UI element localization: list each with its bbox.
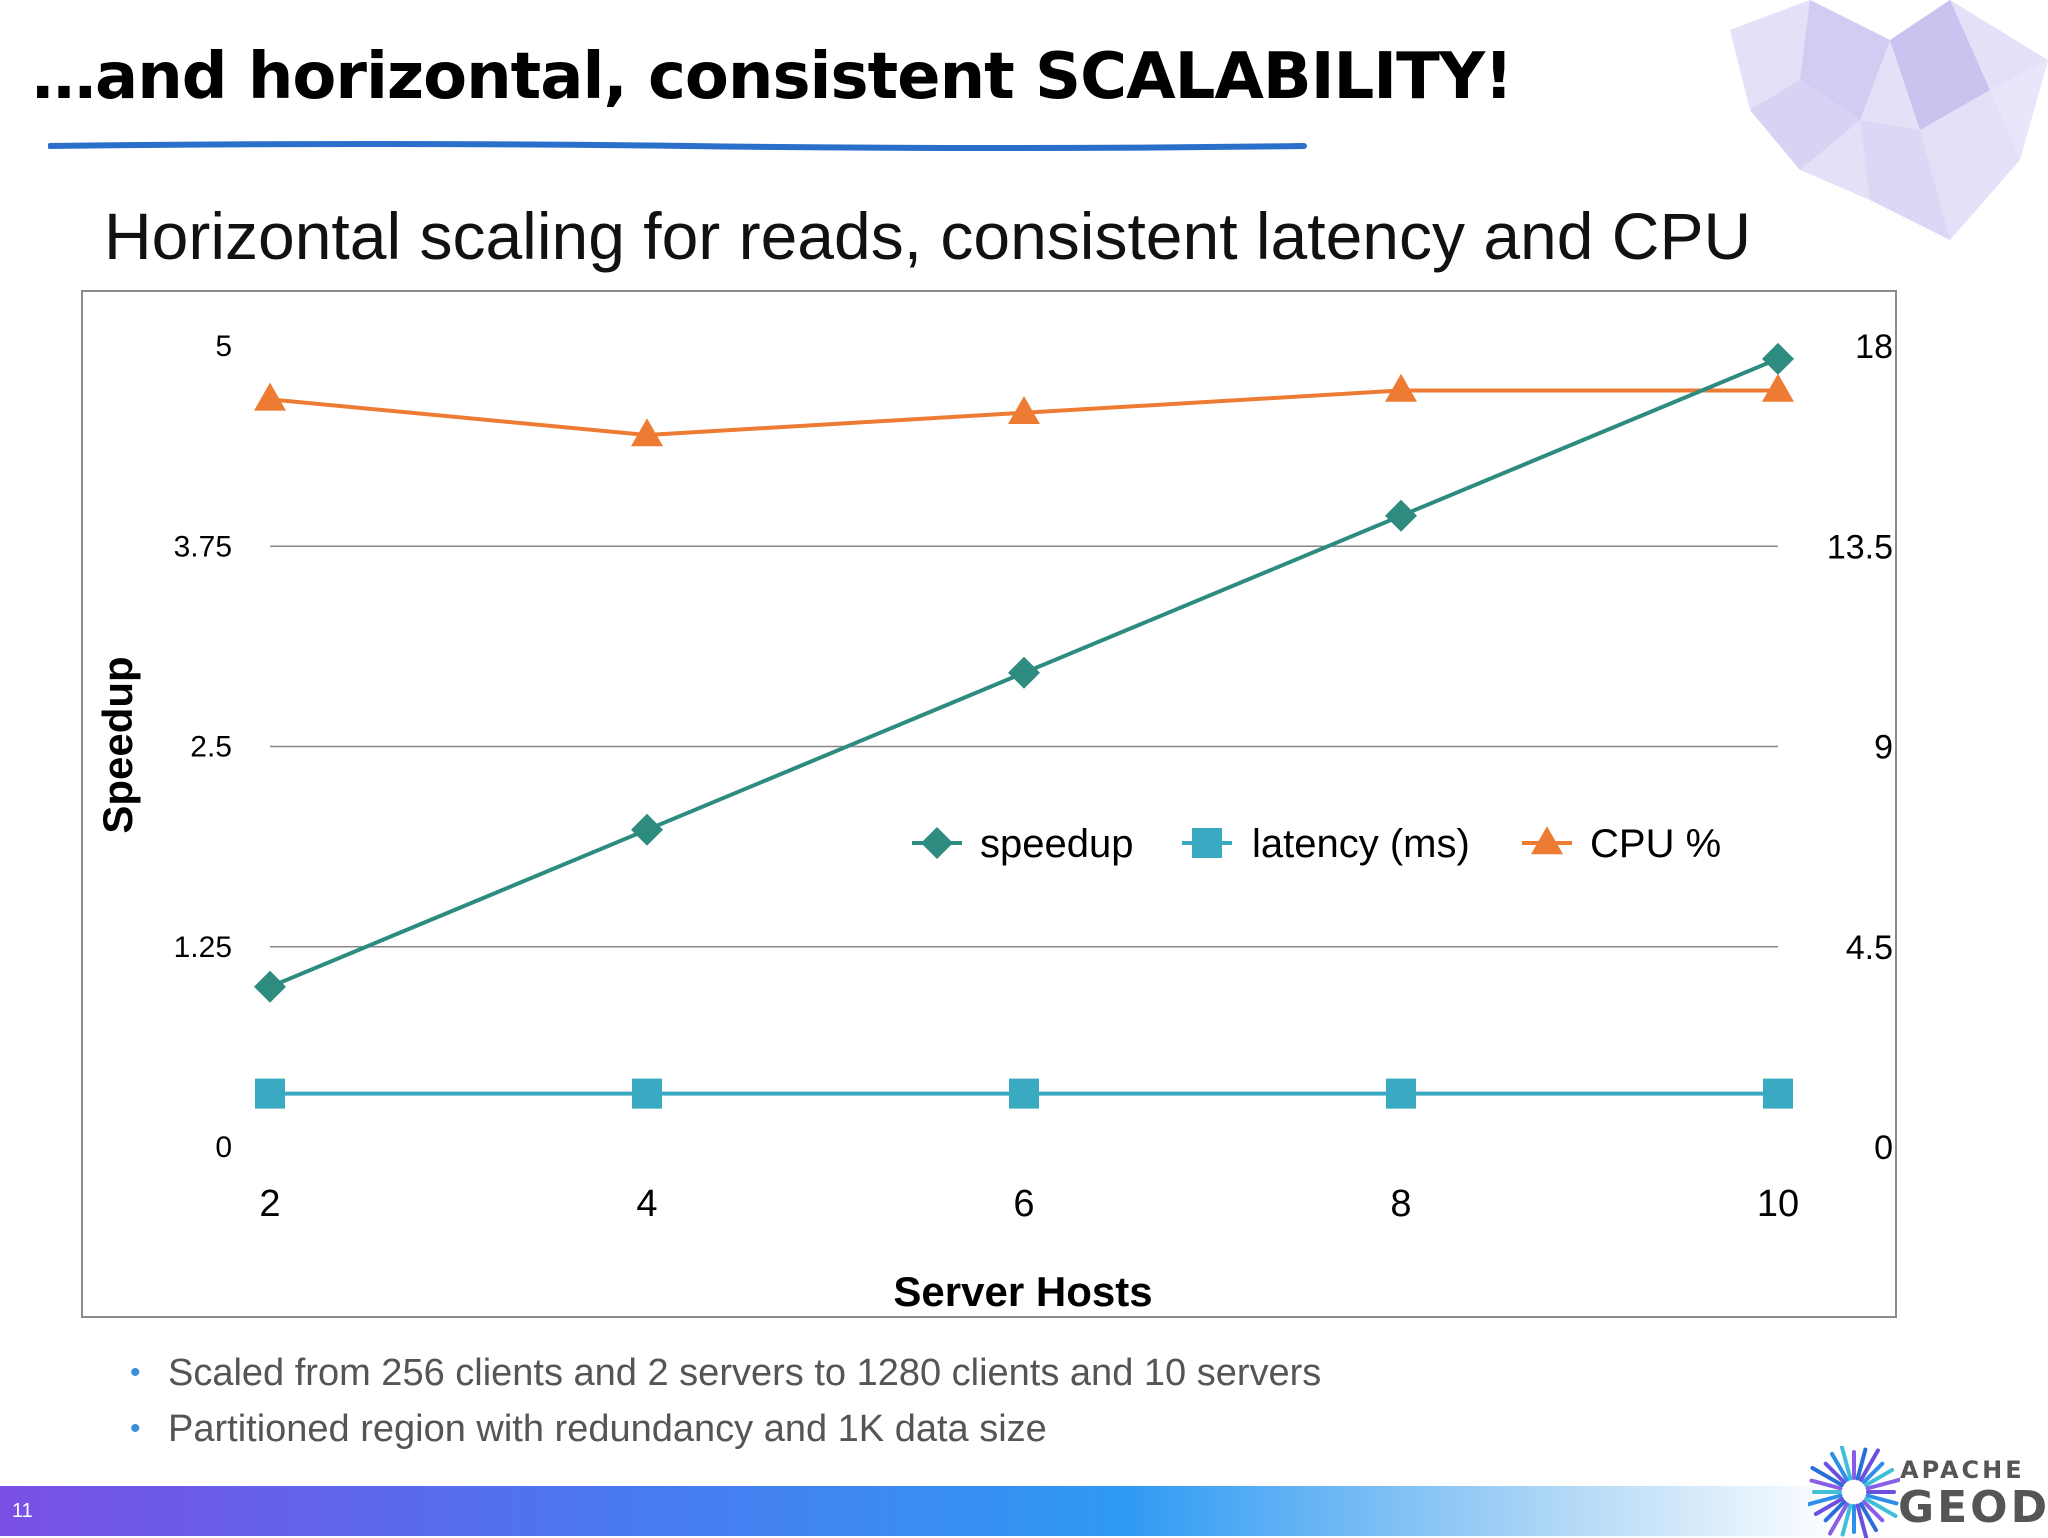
legend: speedup latency (ms) CPU % bbox=[912, 822, 1721, 866]
y-tick-label: 1.25 bbox=[174, 931, 232, 964]
logo-ray bbox=[1810, 1466, 1844, 1487]
cpu-point bbox=[1762, 373, 1794, 402]
logo-text-top: APACHE bbox=[1900, 1456, 2025, 1484]
legend-speedup-marker bbox=[921, 827, 953, 859]
x-tick-label: 10 bbox=[1757, 1183, 1799, 1225]
latency-point bbox=[1763, 1078, 1793, 1109]
cpu-point bbox=[1008, 395, 1040, 424]
bullet-text: Partitioned region with redundancy and 1… bbox=[168, 1408, 1047, 1450]
slide-title: …and horizontal, consistent SCALABILITY! bbox=[32, 40, 1513, 114]
x-tick-label: 2 bbox=[259, 1183, 280, 1225]
y2-tick-label: 0 bbox=[1874, 1129, 1893, 1167]
speedup-point bbox=[1385, 499, 1417, 532]
y-axis-label: Speedup bbox=[94, 656, 141, 833]
latency-point bbox=[1009, 1078, 1039, 1109]
x-tick-label: 6 bbox=[1013, 1183, 1034, 1225]
legend-cpu-label: CPU % bbox=[1590, 822, 1721, 866]
y2-tick-label: 13.5 bbox=[1827, 528, 1893, 566]
latency-point bbox=[1386, 1078, 1416, 1109]
crystal-decoration bbox=[1730, 0, 2048, 240]
logo-ray bbox=[1828, 1502, 1849, 1536]
series-layer bbox=[254, 342, 1794, 1109]
latency-point bbox=[255, 1078, 285, 1109]
logo-ray bbox=[1865, 1477, 1900, 1491]
chart-heading: Horizontal scaling for reads, consistent… bbox=[104, 199, 1752, 273]
logo-ray bbox=[1823, 1461, 1847, 1485]
latency-point bbox=[632, 1078, 662, 1109]
logo-ray bbox=[1865, 1493, 1899, 1506]
logo-ray bbox=[1809, 1478, 1843, 1491]
x-tick-label: 8 bbox=[1390, 1183, 1411, 1225]
x-tick-label: 4 bbox=[636, 1183, 657, 1225]
y2-tick-label: 18 bbox=[1855, 328, 1893, 366]
y2-tick-label: 4.5 bbox=[1846, 929, 1893, 967]
chart: 0 0 1.25 4.5 2.5 9 3.75 13.5 5 18 2 4 6 8 10 Server Ho… bbox=[81, 290, 1897, 1318]
speedup-point bbox=[1008, 656, 1040, 689]
chart-frame bbox=[81, 290, 1897, 1318]
legend-cpu-marker bbox=[1531, 826, 1563, 855]
y-tick-label: 5 bbox=[215, 330, 232, 363]
y2-tick-label: 9 bbox=[1874, 729, 1893, 767]
grid-lines bbox=[270, 545, 1778, 948]
y-tick-label: 3.75 bbox=[174, 530, 232, 563]
legend-latency-marker bbox=[1192, 828, 1222, 858]
speedup-point bbox=[1762, 342, 1794, 375]
page-number: 11 bbox=[12, 1500, 33, 1522]
logo-ray bbox=[1855, 1503, 1869, 1538]
cpu-point bbox=[1385, 373, 1417, 402]
speedup-point bbox=[254, 970, 286, 1003]
speedup-point bbox=[631, 813, 663, 846]
bullet-marker: • bbox=[130, 1412, 141, 1445]
x-axis-label: Server Hosts bbox=[893, 1268, 1152, 1315]
logo-ray bbox=[1823, 1499, 1847, 1523]
bullet-item: • Partitioned region with redundancy and… bbox=[130, 1401, 1321, 1457]
logo-ray bbox=[1840, 1503, 1853, 1537]
logo-ray bbox=[1813, 1497, 1844, 1516]
y-tick-label: 2.5 bbox=[190, 731, 232, 764]
logo-ray bbox=[1861, 1461, 1885, 1485]
geode-logo-icon bbox=[1808, 1446, 1900, 1538]
legend-latency-label: latency (ms) bbox=[1252, 822, 1470, 866]
footer-bar bbox=[0, 1486, 2048, 1536]
logo-ray bbox=[1830, 1451, 1849, 1482]
legend-speedup-label: speedup bbox=[980, 822, 1133, 866]
bullet-marker: • bbox=[130, 1356, 141, 1389]
title-underline bbox=[48, 141, 1307, 151]
cpu-point bbox=[631, 418, 663, 447]
bullet-text: Scaled from 256 clients and 2 servers to… bbox=[168, 1352, 1322, 1394]
bullet-list: • Scaled from 256 clients and 2 servers … bbox=[130, 1345, 1321, 1457]
logo-ray bbox=[1859, 1502, 1878, 1533]
logo-ray bbox=[1859, 1448, 1880, 1482]
logo-text-bottom: GEODE bbox=[1898, 1482, 2048, 1533]
logo-ray bbox=[1839, 1446, 1853, 1481]
tick-labels: 0 0 1.25 4.5 2.5 9 3.75 13.5 5 18 2 4 6 8 10 bbox=[174, 328, 1893, 1225]
logo-ray bbox=[1808, 1493, 1843, 1507]
y-tick-label: 0 bbox=[215, 1131, 232, 1164]
logo-ray bbox=[1861, 1499, 1885, 1523]
logo-ray bbox=[1864, 1468, 1895, 1487]
logo-ray bbox=[1855, 1447, 1868, 1481]
cpu-point bbox=[254, 382, 286, 411]
bullet-item: • Scaled from 256 clients and 2 servers … bbox=[130, 1345, 1321, 1401]
logo-ray bbox=[1864, 1497, 1898, 1518]
